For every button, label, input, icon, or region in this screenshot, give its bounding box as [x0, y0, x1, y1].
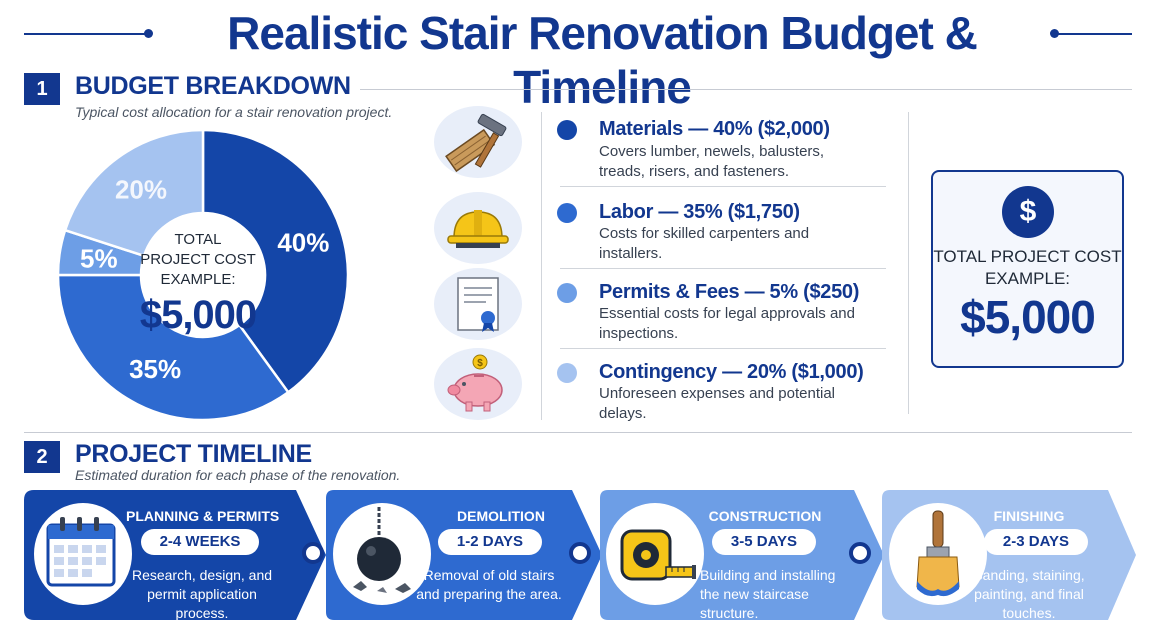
donut-label-contingency: 20%: [115, 175, 167, 205]
phase-desc-planning: Research, design, and permit application…: [131, 567, 273, 621]
hard-hat-icon: [434, 192, 522, 264]
phase-duration-construction: 3-5 DAYS: [712, 529, 816, 555]
total-cost-value: $5,000: [960, 291, 1096, 343]
piggy-bank-icon: $: [434, 348, 522, 420]
legend-title-permits: Permits & Fees — 5% ($250): [599, 281, 860, 303]
phase-duration-finishing: 2-3 DAYS: [984, 529, 1088, 555]
calendar-icon: [34, 503, 132, 605]
phase-duration-planning: 2-4 WEEKS: [141, 529, 259, 555]
title-divider-left: [24, 33, 148, 35]
total-cost-card: $ TOTAL PROJECT COST EXAMPLE: $5,000: [931, 170, 1124, 368]
dollar-icon: $: [1002, 186, 1054, 238]
certificate-icon: [434, 268, 522, 340]
donut-center: TOTAL PROJECT COST EXAMPLE: $5,000: [138, 230, 258, 340]
wood-hammer-icon: [434, 106, 522, 178]
paintbrush-icon: [889, 503, 987, 605]
tape-measure-icon: [606, 503, 704, 605]
title-dot-left: [144, 29, 153, 38]
card-divider: [908, 112, 909, 414]
title-divider-right: [1058, 33, 1132, 35]
phase-desc-construction: Building and installing the new staircas…: [700, 567, 836, 621]
phase-desc-demolition: Removal of old stairs and preparing the …: [416, 567, 562, 602]
legend-dot-permits: [557, 283, 577, 303]
section-title-timeline: PROJECT TIMELINE: [75, 440, 312, 468]
phase-title-demolition: DEMOLITION: [457, 508, 545, 524]
phase-title-construction: CONSTRUCTION: [708, 508, 822, 524]
phase-duration-demolition: 1-2 DAYS: [438, 529, 542, 555]
title-dot-right: [1050, 29, 1059, 38]
legend-row-divider: [560, 268, 886, 269]
section-title-budget: BUDGET BREAKDOWN: [75, 72, 351, 100]
donut-label-permits: 5%: [80, 243, 118, 273]
total-cost-label: TOTAL PROJECT COST EXAMPLE:: [933, 247, 1122, 288]
donut-center-label: TOTAL PROJECT COST EXAMPLE:: [140, 231, 256, 288]
section-number-budget: 1: [24, 73, 60, 105]
timeline-connector: [569, 542, 591, 564]
legend-divider: [541, 112, 542, 420]
section-rule-budget: [360, 89, 1132, 90]
section-subtitle-timeline: Estimated duration for each phase of the…: [75, 467, 401, 483]
legend-desc-materials: Covers lumber, newels, balusters, treads…: [599, 143, 825, 180]
legend-row-divider: [560, 348, 886, 349]
page-title: Realistic Stair Renovation Budget & Time…: [227, 7, 978, 113]
legend-dot-contingency: [557, 363, 577, 383]
donut-label-materials: 40%: [277, 227, 329, 257]
svg-text:$: $: [477, 358, 483, 369]
wrecking-ball-icon: [333, 503, 431, 605]
phase-desc-finishing: Sanding, staining, painting, and final t…: [973, 567, 1085, 621]
section-separator: [24, 432, 1132, 433]
donut-label-labor: 35%: [129, 354, 181, 384]
phase-title-finishing: FINISHING: [993, 508, 1065, 524]
legend-dot-materials: [557, 120, 577, 140]
legend-dot-labor: [557, 203, 577, 223]
legend-title-materials: Materials — 40% ($2,000): [599, 118, 830, 140]
donut-slice-contingency: [63, 130, 205, 258]
donut-slice-materials: [201, 130, 350, 395]
budget-donut-chart: 40% 35% 5% 20%: [56, 130, 350, 420]
phase-title-planning: PLANNING & PERMITS: [126, 508, 280, 524]
timeline-connector: [849, 542, 871, 564]
legend-title-contingency: Contingency — 20% ($1,000): [599, 361, 864, 383]
title-bar: Realistic Stair Renovation Budget & Time…: [0, 0, 1152, 113]
legend-title-labor: Labor — 35% ($1,750): [599, 201, 800, 223]
legend-desc-permits: Essential costs for legal approvals and …: [599, 305, 855, 342]
donut-center-value: $5,000: [139, 293, 257, 337]
section-subtitle-budget: Typical cost allocation for a stair reno…: [75, 104, 393, 120]
timeline-connector: [302, 542, 324, 564]
legend-desc-labor: Costs for skilled carpenters and install…: [599, 225, 810, 262]
section-number-timeline: 2: [24, 441, 60, 473]
legend-row-divider: [560, 186, 886, 187]
legend-desc-contingency: Unforeseen expenses and potential delays…: [599, 385, 836, 422]
donut-slice-labor: [56, 273, 290, 420]
